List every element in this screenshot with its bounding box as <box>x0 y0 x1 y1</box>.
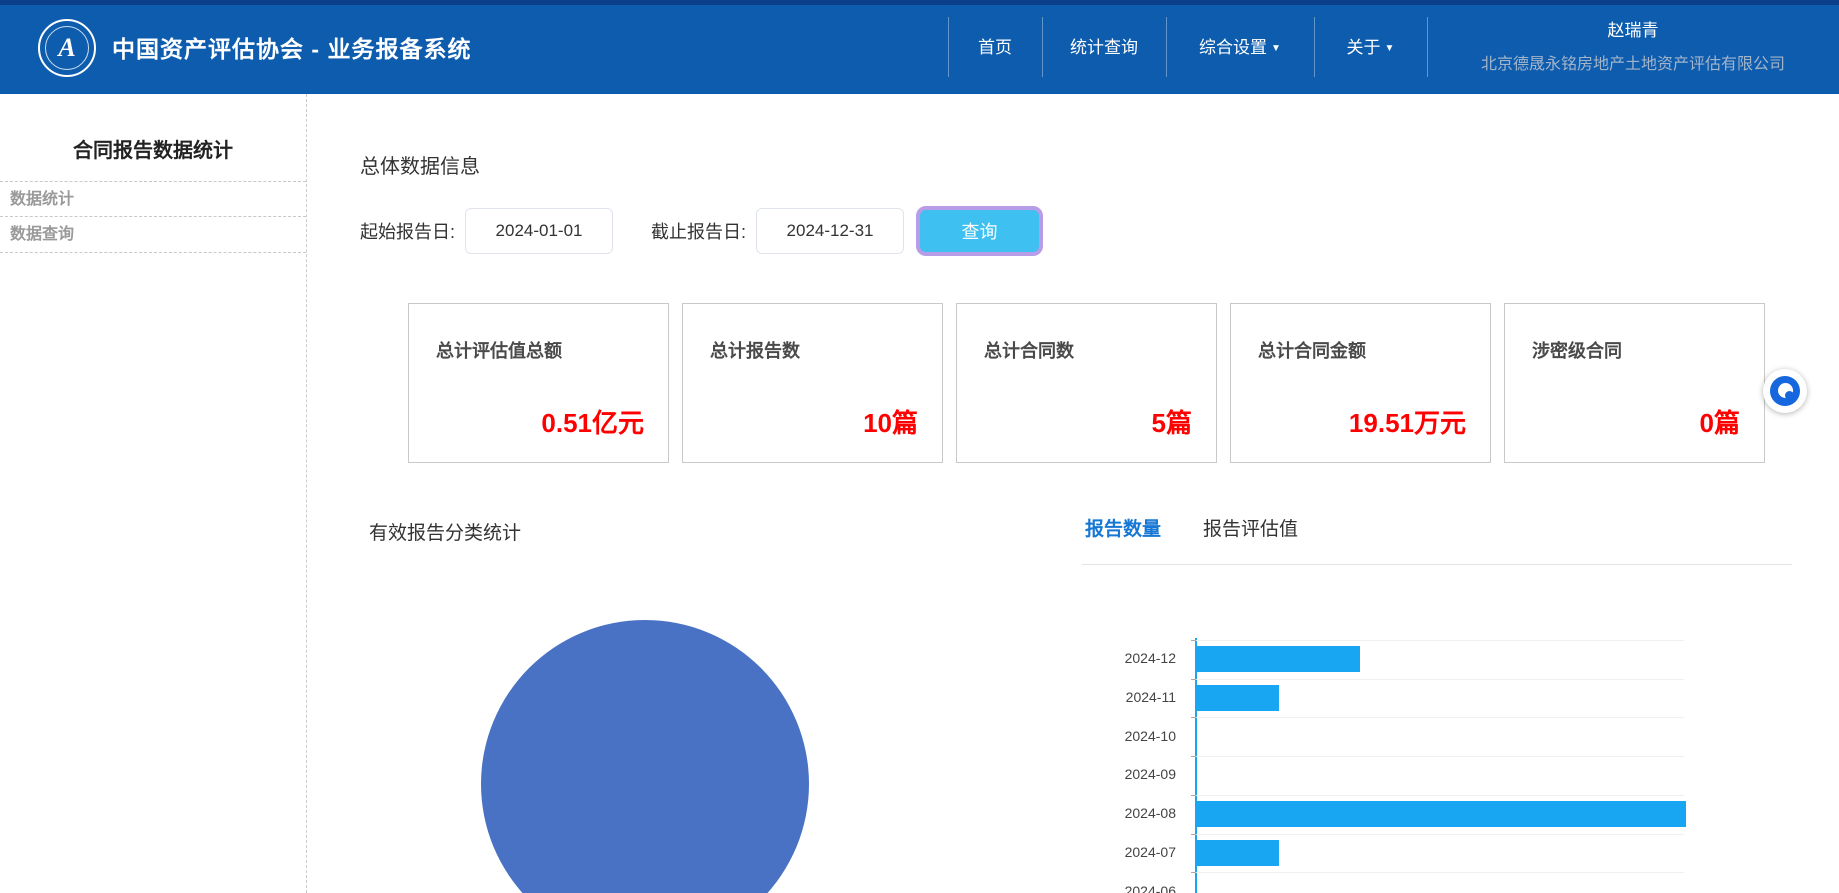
bar-chart-axis-tick <box>1191 756 1196 758</box>
bar-chart-category-label: 2024-12 <box>1124 650 1176 667</box>
nav-item-statistics-query[interactable]: 统计查询 <box>1070 38 1138 57</box>
bar-chart-gridline <box>1196 794 1684 796</box>
nav-separator <box>1042 17 1043 77</box>
sidebar-item-data-statistics[interactable]: 数据统计 <box>0 181 306 217</box>
bar-chart-category-label: 2024-09 <box>1124 766 1176 783</box>
sidebar-title: 合同报告数据统计 <box>73 140 233 162</box>
bar-chart-bar[interactable] <box>1197 801 1686 828</box>
overall-data-heading: 总体数据信息 <box>360 156 480 178</box>
query-button[interactable]: 查询 <box>916 206 1044 256</box>
bar-chart-bar[interactable] <box>1197 646 1360 673</box>
bar-chart-axis <box>1195 638 1197 893</box>
user-block[interactable]: 赵瑞青 北京德晟永铭房地产土地资产评估有限公司 <box>1427 0 1839 94</box>
stat-value: 19.51万元 <box>1348 408 1466 438</box>
pie-chart <box>481 620 809 893</box>
bar-chart-axis-tick <box>1191 833 1196 835</box>
user-company: 北京德晟永铭房地产土地资产评估有限公司 <box>1480 56 1785 73</box>
user-name: 赵瑞青 <box>1607 21 1659 40</box>
bar-chart-axis-tick <box>1191 872 1196 874</box>
nav-item-home[interactable]: 首页 <box>978 38 1012 57</box>
association-logo-icon: A <box>38 19 96 77</box>
pie-section-title: 有效报告分类统计 <box>369 523 522 544</box>
stat-value: 0篇 <box>1699 408 1740 438</box>
stat-card-total-appraised-value: 总计评估值总额 0.51亿元 <box>408 303 669 463</box>
stat-title: 总计报告数 <box>710 341 800 361</box>
bar-chart-category-label: 2024-11 <box>1125 689 1176 706</box>
bar-chart-bar[interactable] <box>1197 685 1279 712</box>
stat-title: 总计合同数 <box>984 341 1074 361</box>
bar-chart-category-label: 2024-07 <box>1124 843 1176 860</box>
nav-separator <box>948 17 949 77</box>
tab-report-count[interactable]: 报告数量 <box>1085 519 1162 540</box>
stat-title: 涉密级合同 <box>1532 341 1622 361</box>
start-date-input[interactable] <box>465 208 614 254</box>
bar-chart-category-label: 2024-06 <box>1124 882 1176 893</box>
stat-cards-row: 总计评估值总额 0.51亿元 总计报告数 10篇 总计合同数 5篇 总计合同金额… <box>408 303 1778 463</box>
nav-item-general-settings[interactable]: 综合设置 ▼ <box>1199 38 1281 57</box>
chevron-down-icon: ▼ <box>1271 43 1281 54</box>
nav-separator <box>1314 17 1315 77</box>
bar-chart-bar[interactable] <box>1197 839 1279 866</box>
bar-chart-gridline <box>1196 833 1684 835</box>
stat-title: 总计评估值总额 <box>436 341 562 361</box>
stat-value: 10篇 <box>863 408 918 438</box>
nav-separator <box>1166 17 1167 77</box>
bar-chart-axis-tick <box>1191 640 1196 641</box>
bar-chart-axis-tick <box>1191 794 1196 796</box>
bar-chart-gridline <box>1196 717 1684 719</box>
sidebar-menu: 数据统计 数据查询 <box>0 181 306 253</box>
sidebar: 合同报告数据统计 数据统计 数据查询 <box>0 94 307 893</box>
nav-separator <box>1427 17 1428 77</box>
bar-chart-axis-tick <box>1191 717 1196 719</box>
bar-chart-gridline <box>1196 640 1684 641</box>
end-date-label: 截止报告日: <box>651 222 747 242</box>
end-date-input[interactable] <box>756 208 905 254</box>
nav-item-about[interactable]: 关于 ▼ <box>1346 38 1395 57</box>
bar-chart-gridline <box>1196 872 1684 874</box>
app-title: 中国资产评估协会 - 业务报备系统 <box>112 36 472 62</box>
bar-chart-category-label: 2024-08 <box>1124 805 1176 822</box>
tabs-underline <box>1082 564 1792 565</box>
sidebar-item-data-query[interactable]: 数据查询 <box>0 217 306 253</box>
filter-row: 起始报告日: 截止报告日: 查询 <box>360 205 1044 257</box>
tab-report-appraised-value[interactable]: 报告评估值 <box>1203 519 1299 540</box>
stat-card-classified-contracts: 涉密级合同 0篇 <box>1504 303 1765 463</box>
navbar-accent-strip <box>0 0 1839 5</box>
bar-chart-gridline <box>1196 756 1684 758</box>
top-navbar: A 中国资产评估协会 - 业务报备系统 首页 统计查询 综合设置 ▼ 关于 ▼ 赵瑞… <box>0 0 1839 94</box>
bar-chart-gridline <box>1196 678 1684 680</box>
chart-tabs: 报告数量 报告评估值 <box>1085 514 1340 541</box>
logo-glyph: A <box>45 26 89 70</box>
stat-value: 0.51亿元 <box>541 408 644 438</box>
bar-chart-category-label: 2024-10 <box>1124 727 1176 744</box>
stat-card-total-contracts: 总计合同数 5篇 <box>956 303 1217 463</box>
start-date-label: 起始报告日: <box>360 222 456 242</box>
floating-assistant-button[interactable] <box>1763 369 1807 413</box>
stat-value: 5篇 <box>1151 408 1192 438</box>
chevron-down-icon: ▼ <box>1384 43 1395 54</box>
stat-title: 总计合同金额 <box>1258 341 1366 361</box>
assistant-icon <box>1770 376 1800 406</box>
stat-card-total-contract-amount: 总计合同金额 19.51万元 <box>1230 303 1491 463</box>
bar-chart: 2024-12 2024-11 2024-10 2024-09 2024-08 2024-… <box>1080 630 1800 893</box>
bar-chart-axis-tick <box>1191 678 1196 680</box>
stat-card-total-reports: 总计报告数 10篇 <box>682 303 943 463</box>
